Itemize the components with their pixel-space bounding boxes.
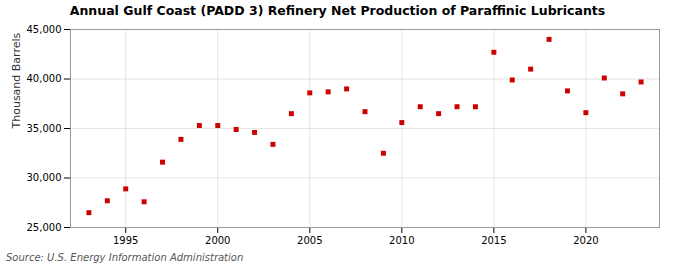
svg-text:Thousand Barrels: Thousand Barrels (10, 32, 23, 129)
svg-text:25,000: 25,000 (27, 222, 62, 233)
svg-text:2000: 2000 (205, 235, 230, 246)
html-text:Annual Gulf Coast (PADD 3) Ref: Annual Gulf Coast (PADD 3) Refinery Net … (69, 3, 606, 18)
svg-text:35,000: 35,000 (27, 123, 62, 134)
svg-text:2015: 2015 (481, 235, 506, 246)
svg-text:2010: 2010 (389, 235, 414, 246)
svg-text:2020: 2020 (573, 235, 598, 246)
svg-text:30,000: 30,000 (27, 172, 62, 183)
svg-text:45,000: 45,000 (27, 24, 62, 35)
html-text:Source: U.S. Energy Informatio: Source: U.S. Energy Information Administ… (6, 252, 244, 263)
svg-text:1995: 1995 (113, 235, 138, 246)
svg-text:2005: 2005 (297, 235, 322, 246)
svg-text:40,000: 40,000 (27, 73, 62, 84)
